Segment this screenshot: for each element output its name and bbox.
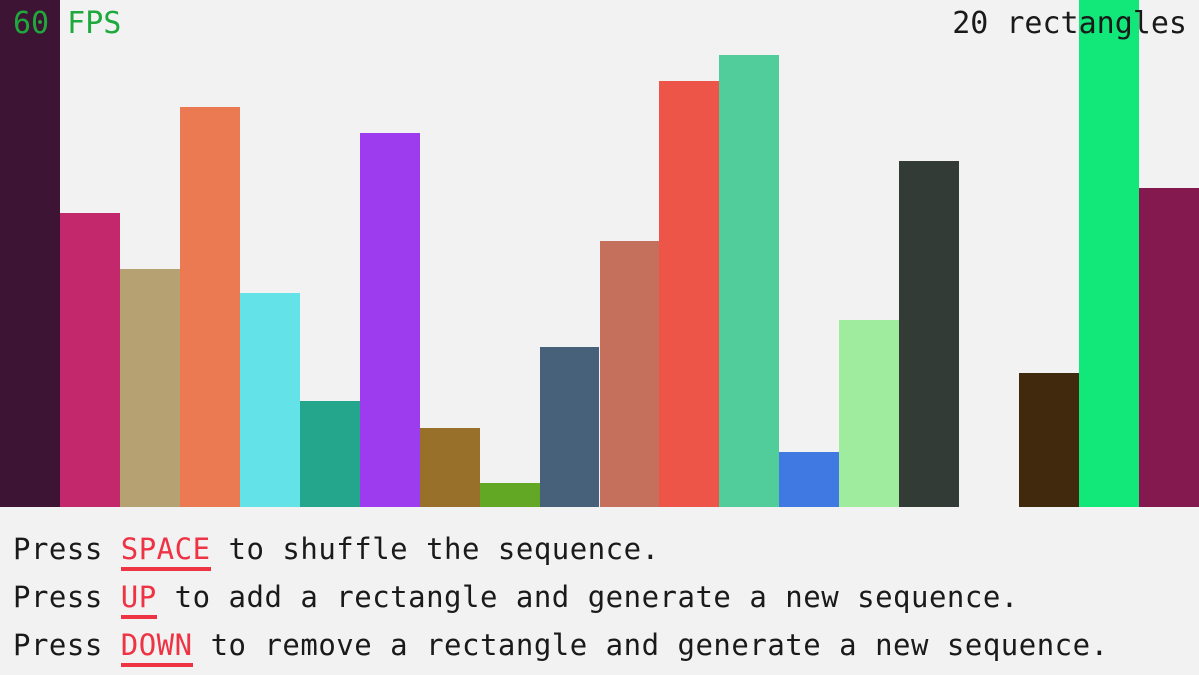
key-badge-space[interactable]: SPACE [120, 532, 211, 571]
instructions-panel: Press SPACE to shuffle the sequence. Pres… [0, 507, 1199, 675]
bar-rectangle [119, 269, 180, 507]
bar-rectangle [779, 452, 840, 507]
instruction-line: Press UP to add a rectangle and generate… [0, 573, 1199, 621]
bar-rectangle [599, 241, 660, 507]
bar-rectangle [719, 55, 780, 507]
key-badge-down[interactable]: DOWN [120, 628, 193, 667]
bar-rectangle [899, 161, 960, 507]
fps-counter: 60 FPS [13, 6, 122, 41]
instruction-suffix: to remove a rectangle and generate a new… [192, 628, 1109, 662]
instruction-line: Press SPACE to shuffle the sequence. [0, 525, 1199, 573]
bar-rectangle [839, 320, 900, 507]
key-badge-up[interactable]: UP [120, 580, 157, 619]
bar-rectangle [479, 483, 540, 507]
bar-rectangle [359, 133, 420, 507]
instruction-prefix: Press [13, 580, 121, 614]
bar-rectangle [0, 0, 60, 507]
instruction-suffix: to shuffle the sequence. [210, 532, 660, 566]
rectangle-count-label: 20 rectangles [952, 6, 1187, 41]
bar-rectangle [1079, 0, 1140, 507]
bar-chart [0, 0, 1199, 507]
instruction-prefix: Press [13, 532, 121, 566]
bar-rectangle [179, 107, 240, 507]
bar-rectangle [1139, 188, 1199, 507]
bar-rectangle [59, 213, 120, 507]
bar-rectangle [239, 293, 300, 507]
bar-rectangle [299, 401, 360, 507]
bar-rectangle [539, 347, 600, 507]
instruction-line: Press DOWN to remove a rectangle and gen… [0, 621, 1199, 669]
bar-rectangle [659, 81, 720, 507]
instruction-suffix: to add a rectangle and generate a new se… [156, 580, 1019, 614]
bar-rectangle [419, 428, 480, 507]
instruction-prefix: Press [13, 628, 121, 662]
bar-rectangle [1019, 373, 1080, 507]
